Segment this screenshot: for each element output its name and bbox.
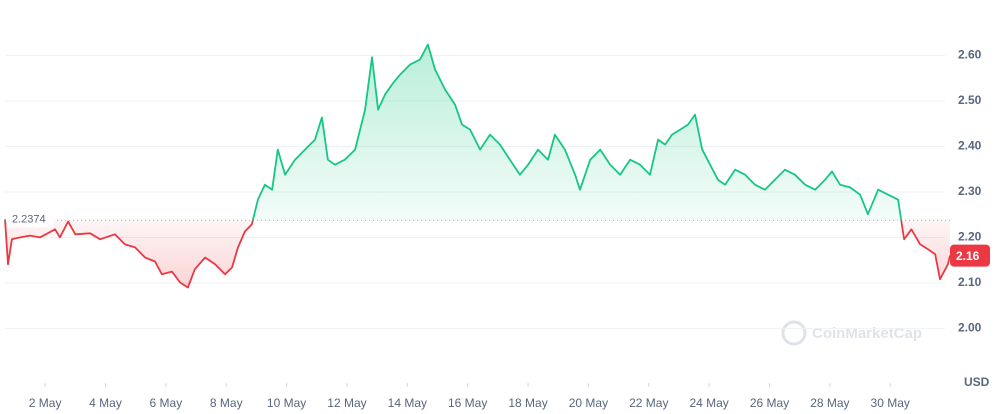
x-tick-label: 10 May xyxy=(267,396,306,410)
price-line xyxy=(4,43,951,289)
currency-label: USD xyxy=(964,375,990,389)
watermark-logo xyxy=(781,320,807,346)
x-tick-label: 2 May xyxy=(29,396,62,410)
y-tick-label: 2.60 xyxy=(958,48,982,62)
baseline-label-bg xyxy=(8,211,54,228)
current-price-label: 2.16 xyxy=(956,249,980,263)
x-tick-label: 12 May xyxy=(327,396,366,410)
y-tick-label: 2.10 xyxy=(958,275,982,289)
x-tick-label: 6 May xyxy=(150,396,183,410)
price-area xyxy=(5,44,950,288)
baseline-label: 2.2374 xyxy=(12,213,46,225)
watermark: CoinMarketCap xyxy=(781,320,922,346)
y-tick-label: 2.50 xyxy=(958,93,982,107)
x-tick-label: 4 May xyxy=(89,396,122,410)
x-tick-label: 26 May xyxy=(750,396,789,410)
x-tick-label: 16 May xyxy=(448,396,487,410)
x-tick-label: 18 May xyxy=(508,396,547,410)
y-tick-label: 2.40 xyxy=(958,139,982,153)
watermark-text: CoinMarketCap xyxy=(812,325,922,342)
y-tick-label: 2.20 xyxy=(958,230,982,244)
x-tick-label: 14 May xyxy=(388,396,427,410)
x-tick-label: 22 May xyxy=(629,396,668,410)
current-price-badge xyxy=(950,244,990,267)
x-tick-label: 24 May xyxy=(689,396,728,410)
x-tick-label: 30 May xyxy=(871,396,910,410)
x-tick-label: 20 May xyxy=(569,396,608,410)
x-tick-label: 28 May xyxy=(810,396,849,410)
y-tick-label: 2.30 xyxy=(958,184,982,198)
x-tick-label: 8 May xyxy=(210,396,243,410)
y-tick-label: 2.00 xyxy=(958,321,982,335)
